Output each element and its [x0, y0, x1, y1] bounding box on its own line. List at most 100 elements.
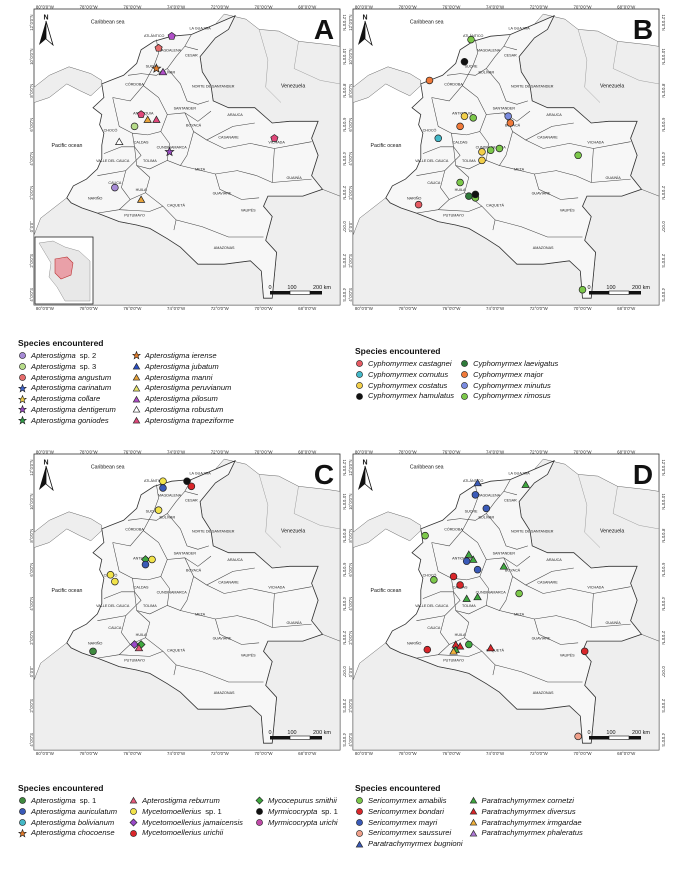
- legend-symbol: [19, 363, 26, 371]
- department-boundary: [145, 192, 264, 238]
- lat-tick-label: 2°0'0"S: [342, 699, 346, 713]
- legend-symbol: [461, 382, 468, 389]
- occurrence-point: [111, 577, 119, 586]
- legend-item: Cyphomyrmex rimosus: [460, 391, 558, 401]
- department-label: PUTUMAYO: [443, 214, 464, 218]
- department-boundary: [145, 637, 264, 683]
- lat-tick-label: 12°0'0"N: [348, 459, 353, 475]
- lat-tick-label: 4°0'0"N: [29, 152, 34, 166]
- department-label: META: [195, 168, 206, 172]
- department-boundary: [446, 479, 511, 521]
- lon-tick-label: 72°0'0"W: [530, 5, 549, 10]
- occurrence-point: [460, 57, 469, 66]
- scale-mid: 100: [287, 285, 296, 291]
- department-label: SANTANDER: [493, 551, 516, 555]
- legend-item: Cyphomyrmex major: [460, 370, 558, 380]
- department-label: TOLIMA: [462, 604, 476, 608]
- lat-tick-label: 0°0'0": [348, 221, 353, 232]
- legend-species-name: Apterostigma ierense: [144, 351, 217, 360]
- legend-item: Mycetomoellerius urichii: [129, 828, 243, 838]
- venezuela-boundary: [293, 486, 340, 530]
- department-boundary: [446, 34, 511, 76]
- occurrence-point: [456, 581, 464, 589]
- department-boundary: [103, 591, 135, 599]
- lon-tick-label: 72°0'0"W: [530, 306, 549, 311]
- occurrence-point: [154, 506, 163, 514]
- lon-tick-label: 74°0'0"W: [486, 306, 505, 311]
- legend-symbol-icon: [132, 373, 141, 381]
- legend-symbol: [129, 797, 138, 804]
- legend-symbol: [132, 373, 141, 381]
- lat-tick-label: 4°0'0"N: [348, 152, 353, 166]
- legend-item: Myrmicocrypta urichi: [255, 818, 338, 828]
- department-boundary: [112, 85, 168, 136]
- department-label: CAUCA: [427, 181, 440, 185]
- department-boundary: [449, 165, 470, 200]
- inset-map: [34, 236, 94, 305]
- department-label: GUAVIARE: [213, 636, 232, 640]
- department-label: VALLE DEL CAUCA: [96, 604, 130, 608]
- map-d: 80°0'0"W 80°0'0"W 78°0'0"W 78°0'0"W 76°0'0"W…: [348, 450, 665, 757]
- department-boundary: [184, 46, 198, 51]
- legend-species-name: Apterostigma robustum: [144, 404, 224, 414]
- legend-item: Apterostigma sp. 1: [18, 796, 117, 806]
- lon-tick-label: 68°0'0"W: [298, 5, 317, 10]
- legend-symbol-icon: [19, 363, 26, 371]
- lat-tick-label: 4°0'0"N: [342, 152, 346, 166]
- legend-item: Apterostigma goniodes: [18, 416, 116, 426]
- lon-tick-label: 78°0'0"W: [80, 450, 99, 455]
- occurrence-point: [469, 114, 477, 122]
- legend-symbol: [356, 808, 363, 816]
- legend-species-name: Mycetomoellerius urichii: [142, 828, 224, 838]
- department-label: VALLE DEL CAUCA: [415, 159, 449, 163]
- occurrence-point: [462, 594, 471, 602]
- department-label: LA GUAJIRA: [508, 26, 530, 30]
- legend-symbol-icon: [19, 819, 26, 826]
- occurrence-point: [478, 148, 486, 156]
- venezuela-boundary: [577, 474, 601, 548]
- legend-species-name: Apterostigma jubatum: [144, 361, 219, 371]
- department-label: ARAUCA: [546, 113, 562, 117]
- legend-item: Apterostigma ierense: [131, 351, 234, 361]
- legend-symbol: [18, 405, 27, 414]
- legend-symbol-icon: [356, 819, 363, 826]
- department-label: SUCRE: [146, 65, 159, 69]
- department-boundary: [206, 584, 312, 594]
- lat-tick-label: 0°0'0": [342, 666, 346, 677]
- lat-tick-label: 12°0'0"N: [342, 14, 346, 30]
- lat-tick-label: 4°0'0"S: [348, 288, 353, 302]
- occurrence-point: [106, 571, 115, 579]
- department-label: CALDAS: [453, 140, 468, 144]
- occurrence-point: [506, 119, 515, 127]
- legend-symbol-icon: [256, 808, 263, 816]
- department-label: AMAZONAS: [533, 246, 554, 250]
- country-label: Venezuela: [281, 528, 305, 534]
- department-boundary: [416, 591, 461, 621]
- lat-tick-label: 10°0'0"N: [29, 48, 34, 64]
- legend-symbol: [18, 416, 27, 425]
- map-panel-b: 80°0'0"W 80°0'0"W 78°0'0"W 78°0'0"W 76°0'0"W…: [347, 3, 665, 312]
- occurrence-point: [159, 484, 167, 492]
- department-label: BOYACÁ: [505, 568, 521, 572]
- colombia-outline: [66, 15, 324, 299]
- legend-symbol: [461, 392, 468, 400]
- legend-symbol: [356, 371, 363, 379]
- department-label: VICHADA: [268, 585, 285, 589]
- department-boundary: [525, 584, 631, 594]
- scale-zero: 0: [268, 285, 271, 291]
- legend-item: Apterostigma dentigerum: [18, 405, 116, 415]
- department-label: ATLÁNTICO: [463, 479, 484, 483]
- legend-symbol-icon: [356, 360, 363, 368]
- department-boundary: [160, 131, 194, 166]
- lon-tick-label: 68°0'0"W: [298, 751, 317, 756]
- legend-species-name: Myrmicocrypta: [267, 806, 318, 816]
- legend-symbol-icon: [18, 828, 27, 838]
- department-boundary: [464, 637, 583, 683]
- lon-tick-label: 76°0'0"W: [123, 5, 142, 10]
- legend-column: Paratrachymyrmex cornetzi Paratrachymyrme…: [469, 796, 583, 849]
- legend-column: Apterostigma sp. 2 Apterostigma sp. 3 Apte…: [18, 351, 116, 426]
- legend-species-suffix: sp. 2: [79, 351, 97, 360]
- lat-tick-label: 8°0'0"N: [29, 84, 34, 98]
- occurrence-point: [456, 178, 464, 187]
- scale-bar: [589, 290, 641, 295]
